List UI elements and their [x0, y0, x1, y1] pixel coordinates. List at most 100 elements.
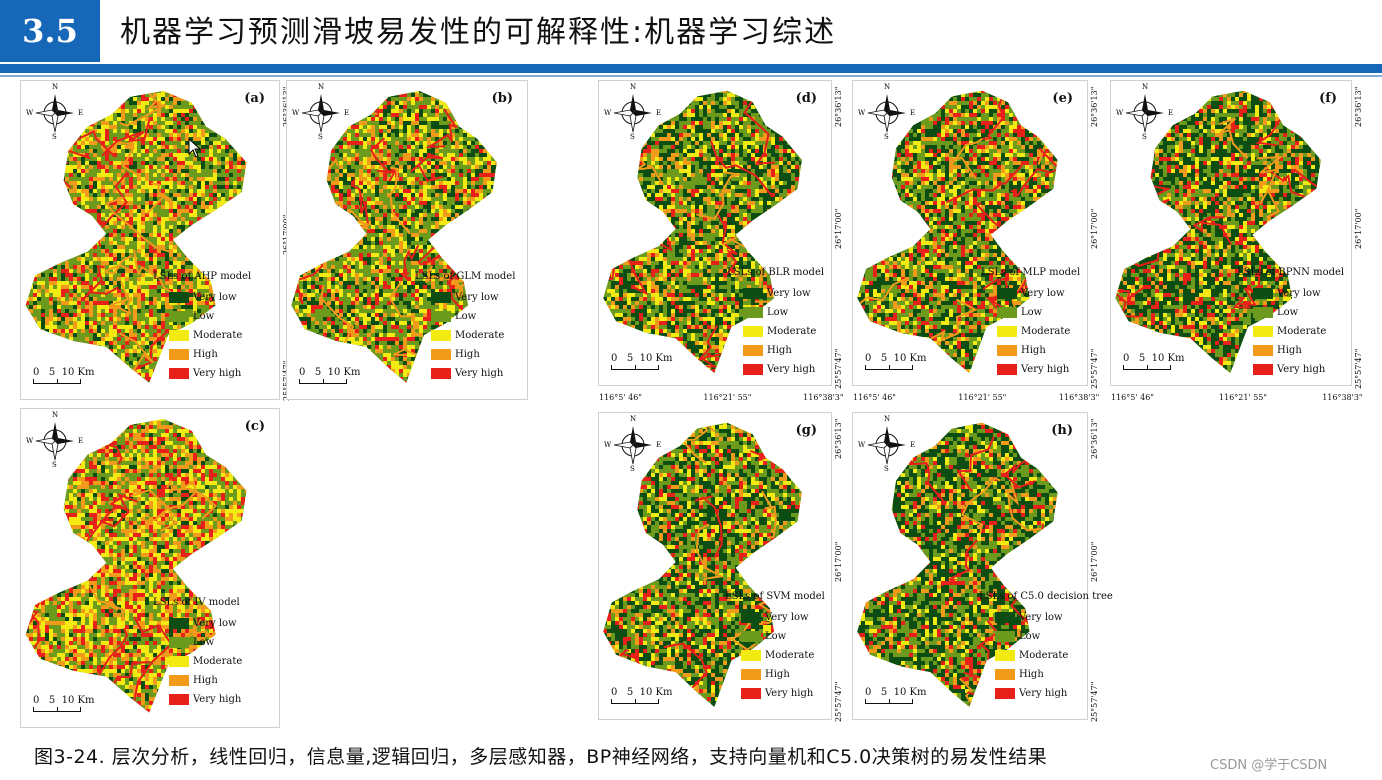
legend-swatch — [997, 364, 1017, 375]
longitude-label: 116°21' 55" — [1219, 393, 1267, 402]
legend-title: LSLs of SVM model — [725, 591, 825, 602]
longitude-label: 116°5' 46" — [1111, 393, 1154, 402]
compass-n-label: N — [884, 83, 890, 91]
latitude-label: 26°17'00" — [834, 541, 843, 581]
compass-w-label: W — [604, 109, 611, 117]
scale-bar-line — [611, 365, 659, 370]
north-arrow-compass-icon: N S W E — [604, 83, 661, 141]
legend-item: High — [431, 345, 515, 364]
compass-s-label: S — [630, 133, 635, 141]
legend-item: Moderate — [169, 652, 242, 671]
legend-swatch — [997, 326, 1017, 337]
north-arrow-compass-icon: N S W E — [26, 411, 83, 469]
compass-e-label: E — [344, 109, 349, 117]
scale-bar: 0 5 10 Km — [299, 367, 360, 384]
legend-swatch — [741, 650, 761, 661]
legend-title: LSLs of MLP model — [981, 267, 1080, 278]
legend-item: Very high — [741, 684, 825, 703]
longitude-label: 116°21' 55" — [958, 393, 1006, 402]
legend-swatch — [743, 326, 763, 337]
legend-item: Very high — [169, 364, 251, 383]
legend-swatch — [169, 694, 189, 705]
north-arrow-compass-icon: N S W E — [858, 83, 915, 141]
scale-bar: 0 5 10 Km — [865, 687, 926, 704]
legend-c: LSLs of IV model Very low Low Moderate High V… — [153, 597, 242, 709]
compass-w-label: W — [26, 437, 33, 445]
panel-label-c: (c) — [245, 419, 265, 434]
scale-bar-line — [33, 379, 81, 384]
legend-item: Moderate — [431, 326, 515, 345]
legend-item: High — [997, 341, 1080, 360]
scale-bar: 0 5 10 Km — [1123, 353, 1184, 370]
compass-n-label: N — [884, 415, 890, 423]
legend-label: Very high — [765, 688, 813, 699]
legend-swatch — [743, 364, 763, 375]
legend-swatch — [1253, 307, 1273, 318]
compass-w-label: W — [1116, 109, 1123, 117]
legend-b: LSLs of GLM model Very low Low Moderate High… — [415, 271, 515, 383]
legend-item: Moderate — [995, 646, 1113, 665]
legend-item: Low — [741, 627, 825, 646]
legend-label: Very low — [765, 612, 809, 623]
north-arrow-compass-icon: N S W E — [1116, 83, 1173, 141]
panel-label-b: (b) — [492, 91, 513, 106]
legend-swatch — [997, 345, 1017, 356]
legend-swatch — [169, 637, 189, 648]
legend-label: Moderate — [1019, 650, 1068, 661]
legend-label: Very high — [455, 368, 503, 379]
susceptibility-map-c — [25, 419, 247, 713]
compass-e-label: E — [78, 109, 83, 117]
compass-s-label: S — [884, 133, 889, 141]
scale-bar-line — [611, 699, 659, 704]
legend-label: Very high — [1021, 364, 1069, 375]
legend-label: Very high — [193, 368, 241, 379]
scale-bar-labels: 0 5 10 Km — [1123, 353, 1184, 364]
legend-item: Low — [997, 303, 1080, 322]
compass-s-label: S — [884, 465, 889, 473]
compass-s-label: S — [1142, 133, 1147, 141]
legend-label: Low — [765, 631, 786, 642]
compass-w-label: W — [858, 109, 865, 117]
legend-item: High — [741, 665, 825, 684]
latitude-label: 26°36'13" — [1090, 87, 1099, 127]
compass-e-label: E — [656, 109, 661, 117]
compass-w-label: W — [858, 441, 865, 449]
scale-bar-line — [299, 379, 347, 384]
panel-label-f: (f) — [1319, 91, 1337, 106]
legend-swatch — [169, 349, 189, 360]
legend-title: LSLs of BPNN model — [1237, 267, 1344, 278]
header-rule-thin — [0, 75, 1382, 77]
scale-bar-labels: 0 5 10 Km — [299, 367, 360, 378]
slide-title: 机器学习预测滑坡易发性的可解释性:机器学习综述 — [120, 8, 836, 58]
legend-label: High — [1277, 345, 1302, 356]
legend-label: Very low — [193, 618, 237, 629]
legend-d: LSLs of BLR model Very low Low Moderate High… — [727, 267, 824, 379]
compass-s-label: S — [318, 133, 323, 141]
legend-item: Very high — [431, 364, 515, 383]
legend-swatch — [169, 368, 189, 379]
legend-label: Very low — [767, 288, 811, 299]
legend-swatch — [169, 618, 189, 629]
compass-w-label: W — [604, 441, 611, 449]
legend-swatch — [1253, 326, 1273, 337]
legend-label: Moderate — [1277, 326, 1326, 337]
latitude-label: 26°36'13" — [834, 87, 843, 127]
legend-item: Low — [431, 307, 515, 326]
legend-swatch — [741, 631, 761, 642]
legend-item: Very high — [743, 360, 824, 379]
scale-bar: 0 5 10 Km — [611, 687, 672, 704]
legend-label: Very high — [1277, 364, 1325, 375]
legend-swatch — [431, 330, 451, 341]
compass-w-label: W — [292, 109, 299, 117]
panel-label-h: (h) — [1051, 423, 1073, 438]
legend-item: Low — [995, 627, 1113, 646]
latitude-label: 26°36'13" — [1354, 87, 1363, 127]
legend-swatch — [995, 612, 1015, 623]
legend-a: LSLs of AHP model Very low Low Moderate High… — [153, 271, 251, 383]
longitude-label: 116°21' 55" — [703, 393, 751, 402]
latitude-label: 25°57'47" — [1090, 348, 1099, 388]
latitude-label: 25°57'47" — [1090, 682, 1099, 722]
header-rule — [0, 64, 1382, 73]
legend-f: LSLs of BPNN model Very low Low Moderate Hig… — [1237, 267, 1344, 379]
legend-title: LSLs of AHP model — [153, 271, 251, 282]
